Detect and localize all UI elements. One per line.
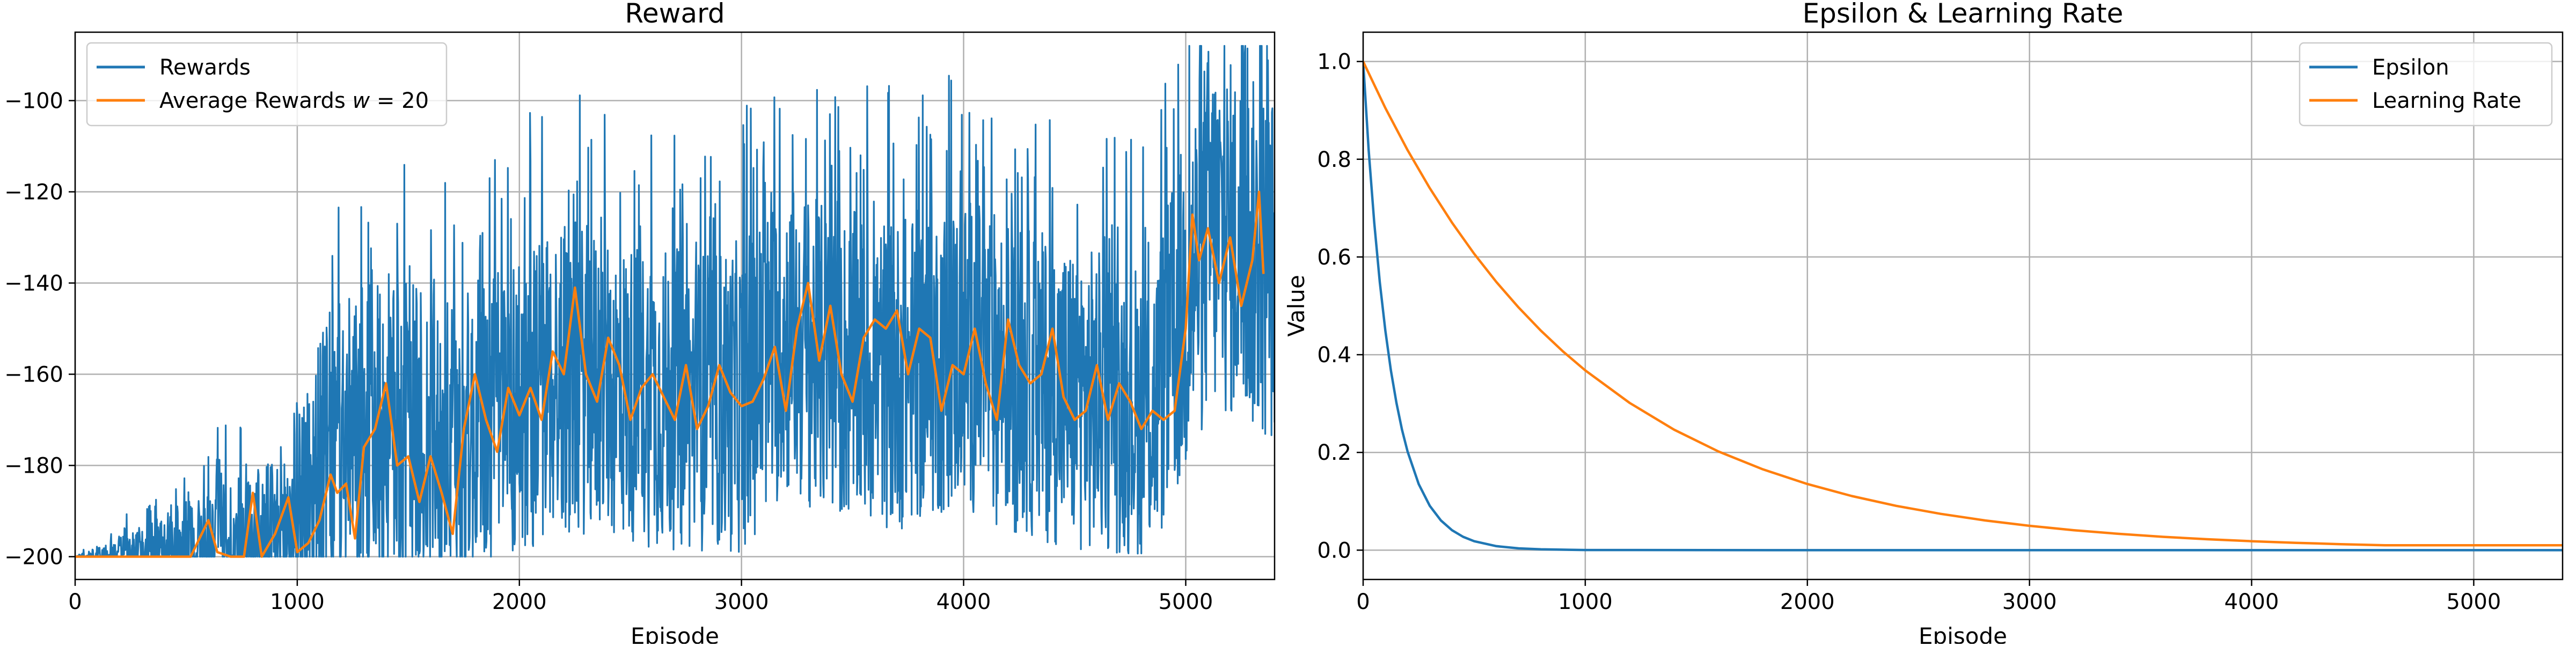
x-tick-label: 1000 xyxy=(1558,590,1613,614)
series-line-1 xyxy=(1363,61,2563,552)
y-tick-label: 0.4 xyxy=(1317,343,1351,368)
x-tick-label: 2000 xyxy=(492,590,547,614)
y-tick-label: −180 xyxy=(4,454,63,479)
y-tick-label: −120 xyxy=(4,180,63,205)
series-line-2 xyxy=(75,190,1265,558)
x-tick-label: 3000 xyxy=(2002,590,2057,614)
series-line-2 xyxy=(1363,61,2563,547)
y-tick-label: −100 xyxy=(4,89,63,114)
x-tick-label: 5000 xyxy=(1159,590,1213,614)
x-tick-label: 0 xyxy=(68,590,82,614)
legend-label: Rewards xyxy=(159,55,251,80)
chart-2: 0 1000 2000 3000 4000 5000 0.0 0.2 0.4 0.6 0.8 1.0 E… xyxy=(1283,0,2564,646)
legend-label: Learning Rate xyxy=(2372,89,2521,113)
x-axis-label: Episode xyxy=(631,623,719,644)
y-tick-label: 0.8 xyxy=(1317,148,1351,172)
chart-title: Epsilon & Learning Rate xyxy=(1803,0,2124,29)
legend-box xyxy=(2299,42,2553,127)
series-group xyxy=(75,45,1275,558)
series-line-1 xyxy=(75,45,1275,558)
x-axis-label: Episode xyxy=(1919,623,2007,644)
x-tick-label: 1000 xyxy=(270,590,325,614)
y-tick-label: 0.6 xyxy=(1317,245,1351,270)
y-tick-label: −140 xyxy=(4,271,63,296)
legend-box xyxy=(86,42,448,127)
x-tick-label: 3000 xyxy=(714,590,769,614)
x-tick-label: 2000 xyxy=(1780,590,1835,614)
x-tick-label: 4000 xyxy=(2224,590,2279,614)
axes-frame xyxy=(1362,31,2564,581)
y-axis-label: Value xyxy=(1283,275,1309,336)
chart-1: 0 1000 2000 3000 4000 5000 −100 −120 −140 −160 −18… xyxy=(4,0,1276,646)
x-tick-label: 4000 xyxy=(936,590,991,614)
legend-label: Average Rewards w = 20 xyxy=(159,89,429,113)
y-tick-label: −200 xyxy=(4,545,63,570)
chart-title: Reward xyxy=(625,0,724,29)
x-tick-label: 5000 xyxy=(2447,590,2501,614)
y-tick-label: −160 xyxy=(4,363,63,387)
legend: Epsilon Learning Rate xyxy=(2299,42,2553,127)
legend: Rewards Average Rewards w = 20 xyxy=(86,42,448,127)
y-tick-label: 0.0 xyxy=(1317,538,1351,563)
x-tick-label: 0 xyxy=(1356,590,1370,614)
y-tick-label: 0.2 xyxy=(1317,441,1351,465)
axes-frame xyxy=(74,31,1276,581)
y-tick-label: 1.0 xyxy=(1317,50,1351,75)
legend-label: Epsilon xyxy=(2372,55,2449,80)
series-group xyxy=(1363,61,2563,552)
